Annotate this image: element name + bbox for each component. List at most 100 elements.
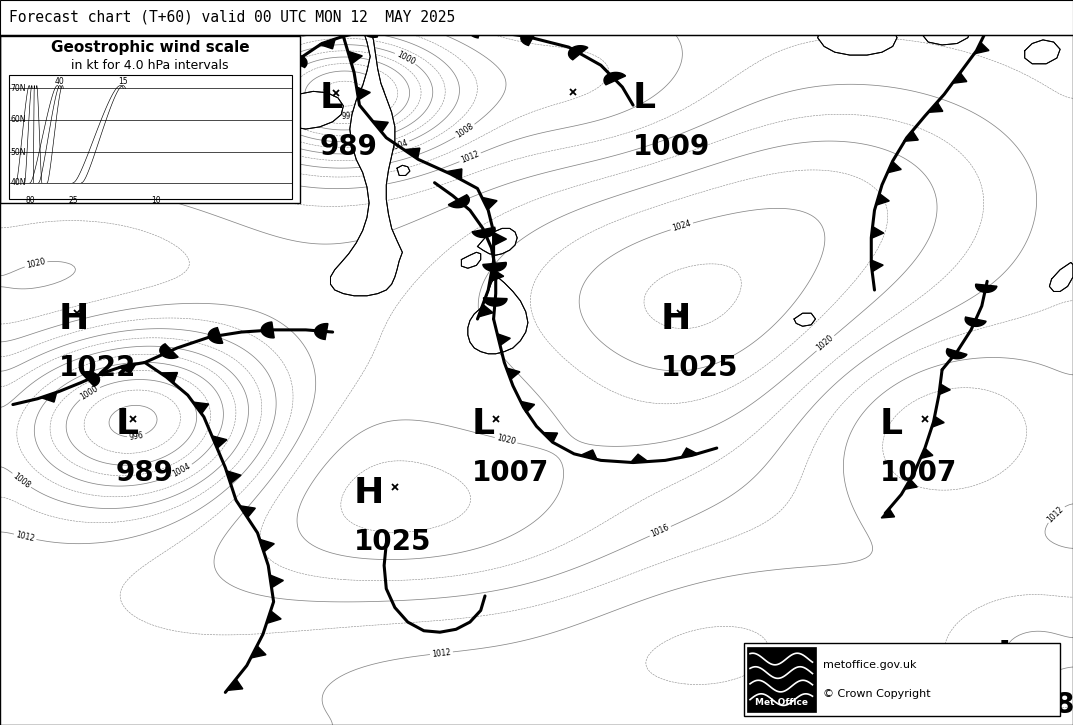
Bar (747, 647, 815, 712)
Text: 1004: 1004 (172, 462, 192, 479)
Polygon shape (356, 87, 370, 100)
Polygon shape (932, 416, 944, 427)
Polygon shape (226, 471, 241, 484)
Polygon shape (161, 373, 177, 383)
Text: 1012: 1012 (15, 530, 35, 544)
Polygon shape (965, 317, 986, 326)
Polygon shape (580, 450, 597, 460)
Text: © Crown Copyright: © Crown Copyright (823, 689, 930, 699)
Polygon shape (266, 610, 281, 624)
Polygon shape (251, 646, 266, 658)
Text: L: L (998, 639, 1020, 673)
Text: 60N: 60N (11, 115, 26, 124)
Text: 1000: 1000 (395, 50, 416, 67)
Text: 989: 989 (116, 460, 174, 487)
Polygon shape (520, 402, 534, 413)
Polygon shape (472, 227, 495, 238)
Polygon shape (905, 479, 917, 489)
Polygon shape (477, 228, 517, 255)
Polygon shape (681, 448, 699, 457)
Text: 1012: 1012 (1046, 504, 1065, 524)
Text: Forecast chart (T+60) valid 00 UTC MON 12  MAY 2025: Forecast chart (T+60) valid 00 UTC MON 1… (9, 10, 455, 25)
Text: 1025: 1025 (354, 529, 431, 556)
Text: 70N: 70N (11, 84, 26, 93)
Polygon shape (160, 344, 178, 358)
Text: 1012: 1012 (431, 647, 452, 659)
Text: 992: 992 (340, 111, 355, 121)
Polygon shape (1049, 262, 1073, 291)
Polygon shape (520, 30, 536, 46)
Polygon shape (631, 454, 648, 463)
Polygon shape (372, 121, 388, 132)
Polygon shape (314, 323, 328, 339)
Text: 989: 989 (320, 133, 378, 161)
Text: 1007: 1007 (880, 460, 957, 487)
Text: 1007: 1007 (472, 460, 549, 487)
Polygon shape (269, 575, 283, 588)
Polygon shape (497, 334, 511, 346)
Bar (9, 75, 292, 199)
Polygon shape (397, 165, 410, 175)
Polygon shape (876, 194, 890, 205)
Bar (0, 0, 1073, 35)
Text: 1009: 1009 (633, 133, 710, 161)
Polygon shape (870, 260, 883, 272)
Polygon shape (484, 298, 508, 306)
Polygon shape (415, 17, 428, 33)
Text: H: H (59, 302, 89, 336)
Polygon shape (479, 304, 494, 317)
Text: Met Office: Met Office (754, 698, 808, 707)
Text: L: L (472, 407, 495, 441)
Polygon shape (320, 39, 335, 49)
Polygon shape (469, 22, 483, 38)
Text: 996: 996 (300, 117, 317, 130)
Polygon shape (274, 91, 343, 129)
Polygon shape (362, 22, 378, 38)
Polygon shape (211, 436, 226, 448)
Polygon shape (506, 368, 520, 379)
Text: Geostrophic wind scale: Geostrophic wind scale (50, 40, 250, 54)
Polygon shape (871, 226, 884, 239)
Text: 10: 10 (151, 196, 160, 204)
Text: metoffice.gov.uk: metoffice.gov.uk (823, 660, 916, 670)
Text: L: L (116, 407, 138, 441)
Text: 996: 996 (129, 431, 144, 442)
Polygon shape (0, 14, 80, 138)
Text: 1024: 1024 (672, 219, 692, 233)
Text: 1000: 1000 (79, 384, 100, 402)
Polygon shape (41, 392, 57, 402)
Polygon shape (939, 384, 951, 394)
Polygon shape (260, 539, 275, 552)
Bar (744, 643, 1060, 716)
Text: 50N: 50N (11, 148, 26, 157)
Text: H: H (354, 476, 384, 510)
Text: 1020: 1020 (26, 257, 46, 270)
Text: 1004: 1004 (387, 138, 409, 152)
Polygon shape (921, 22, 971, 45)
Polygon shape (330, 29, 402, 296)
Polygon shape (975, 284, 997, 292)
Polygon shape (449, 195, 469, 207)
Polygon shape (887, 162, 901, 173)
Text: 40: 40 (54, 77, 64, 86)
Polygon shape (953, 72, 967, 83)
Polygon shape (261, 322, 275, 338)
Polygon shape (226, 679, 242, 690)
Polygon shape (543, 433, 558, 442)
Polygon shape (1025, 40, 1060, 64)
Polygon shape (468, 276, 528, 354)
Text: 25: 25 (69, 196, 77, 204)
Text: 1012: 1012 (459, 149, 481, 165)
Text: 1020: 1020 (496, 434, 516, 447)
Polygon shape (903, 131, 918, 141)
Polygon shape (569, 46, 588, 59)
Text: in kt for 4.0 hPa intervals: in kt for 4.0 hPa intervals (72, 59, 229, 72)
Polygon shape (928, 102, 943, 112)
Polygon shape (403, 148, 420, 159)
Polygon shape (921, 448, 932, 459)
Polygon shape (82, 372, 100, 386)
Text: 40N: 40N (11, 178, 26, 187)
Text: 1008: 1008 (455, 122, 475, 140)
Polygon shape (446, 169, 461, 180)
Text: L: L (880, 407, 902, 441)
